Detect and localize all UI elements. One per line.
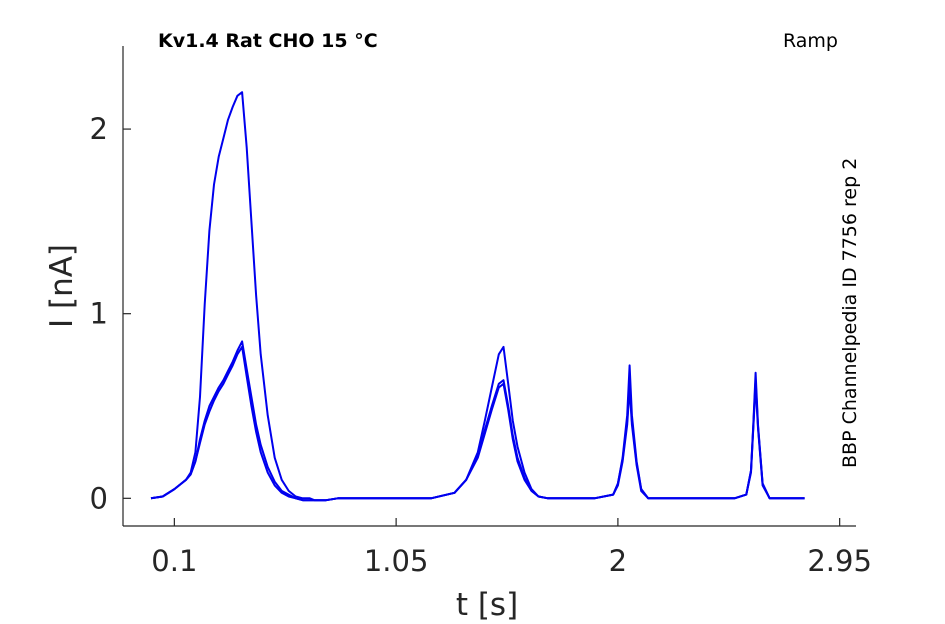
- y-tick-label: 1: [90, 297, 108, 331]
- protocol-label: Ramp: [783, 30, 838, 52]
- x-axis-ticks: 0.1 1.05 2 2.95: [151, 518, 872, 578]
- trace-lines: [150, 91, 805, 502]
- x-axis-label: t [s]: [456, 587, 518, 623]
- y-tick-label: 0: [90, 481, 108, 515]
- x-tick-label: 1.05: [364, 544, 429, 578]
- y-axis-label: I [nA]: [44, 244, 80, 328]
- trace-line-3: [150, 340, 805, 502]
- channelpedia-id-label: BBP Channelpedia ID 7756 rep 2: [839, 158, 861, 468]
- y-tick-label: 2: [90, 112, 108, 146]
- y-axis-ticks: 0 1 2: [90, 112, 131, 515]
- x-tick-label: 2: [609, 544, 627, 578]
- chart-title: Kv1.4 Rat CHO 15 °C: [158, 30, 378, 52]
- x-tick-label: 0.1: [151, 544, 197, 578]
- x-tick-label: 2.95: [807, 544, 872, 578]
